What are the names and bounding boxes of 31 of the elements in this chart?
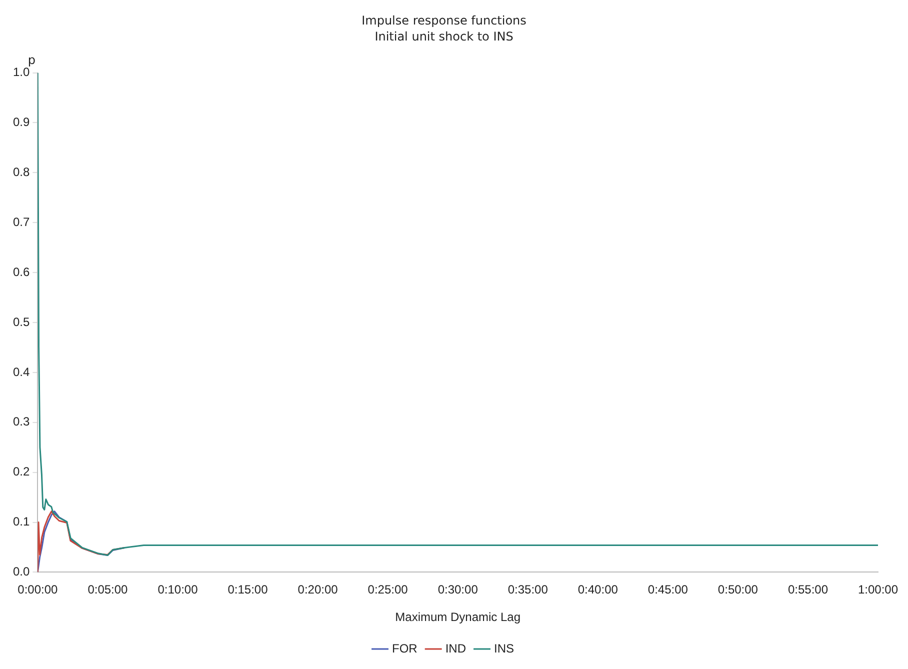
y-tick-label: 0.3 bbox=[12, 414, 30, 429]
y-tick-label: 0.7 bbox=[12, 214, 30, 229]
y-tick-label: 0.9 bbox=[12, 115, 30, 130]
chart-title: Impulse response functions bbox=[362, 13, 526, 28]
y-tick-label: 0.0 bbox=[12, 564, 30, 579]
x-axis-title: Maximum Dynamic Lag bbox=[395, 610, 521, 624]
y-tick-label: 0.1 bbox=[12, 514, 30, 529]
x-tick-label: 0:40:00 bbox=[578, 582, 618, 597]
x-tick-label: 0:45:00 bbox=[648, 582, 688, 597]
x-tick-label: 0:05:00 bbox=[88, 582, 128, 597]
y-axis-title: p bbox=[28, 52, 36, 67]
x-tick-label: 0:35:00 bbox=[508, 582, 548, 597]
x-tick-label: 0:00:00 bbox=[18, 582, 58, 597]
legend-label: FOR bbox=[392, 641, 418, 656]
x-tick-label: 0:20:00 bbox=[298, 582, 338, 597]
x-tick-label: 0:55:00 bbox=[788, 582, 828, 597]
x-tick-label: 0:15:00 bbox=[228, 582, 268, 597]
x-tick-label: 0:10:00 bbox=[158, 582, 198, 597]
y-tick-label: 0.6 bbox=[12, 264, 30, 279]
chart-subtitle: Initial unit shock to INS bbox=[374, 30, 514, 44]
legend-label: IND bbox=[445, 641, 466, 656]
y-tick-label: 0.8 bbox=[12, 164, 30, 179]
x-tick-label: 0:50:00 bbox=[718, 582, 758, 597]
y-tick-label: 0.2 bbox=[12, 464, 30, 479]
y-tick-label: 1.0 bbox=[12, 65, 30, 80]
x-tick-label: 1:00:00 bbox=[858, 582, 898, 597]
x-tick-label: 0:25:00 bbox=[368, 582, 408, 597]
legend-label: INS bbox=[494, 641, 514, 656]
y-tick-label: 0.5 bbox=[12, 314, 30, 329]
x-tick-label: 0:30:00 bbox=[438, 582, 478, 597]
y-tick-label: 0.4 bbox=[12, 364, 30, 379]
